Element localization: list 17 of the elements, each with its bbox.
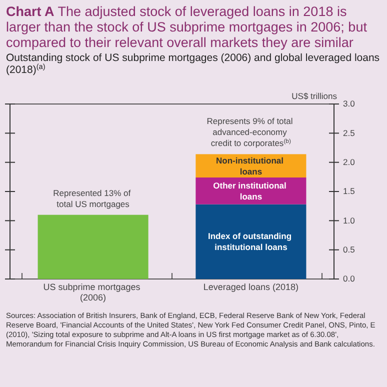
- y-tick-label: 1.5: [343, 186, 356, 196]
- chart-subtitle: Outstanding stock of US subprime mortgages (2006) and global leveraged loans (2018)$^{(a)}$: [6, 52, 382, 76]
- x-tick-label: Leveraged loans (2018): [203, 282, 298, 292]
- annotation: Represents 9% of total advanced-economy credit to corporates$^{(b)}$: [206, 116, 296, 148]
- y-tick-label: 3.0: [343, 98, 356, 109]
- annotation: Represented 13% of total US mortgages: [53, 188, 133, 209]
- series-label: Index of outstanding institutional loans: [208, 231, 294, 252]
- series-label: Non-institutional loans: [216, 155, 286, 176]
- y-tick-label: 0.5: [343, 244, 356, 255]
- y-tick-label: 2.5: [343, 128, 356, 138]
- y-tick-label: 2.0: [343, 157, 356, 168]
- chart-title: Chart A The adjusted stock of leveraged loans in 2018 is larger than the stock of US subprime mortgages in 2006; but compared to their relevant overall markets they are similar: [6, 4, 371, 50]
- series-label: Other institutional loans: [213, 180, 289, 202]
- y-tick-label: 1.0: [343, 215, 356, 226]
- x-tick-label: US subprime mortgages (2006): [43, 282, 143, 302]
- y-axis-title: US$ trillions: [292, 91, 337, 101]
- y-tick-label: 0.0: [343, 274, 356, 284]
